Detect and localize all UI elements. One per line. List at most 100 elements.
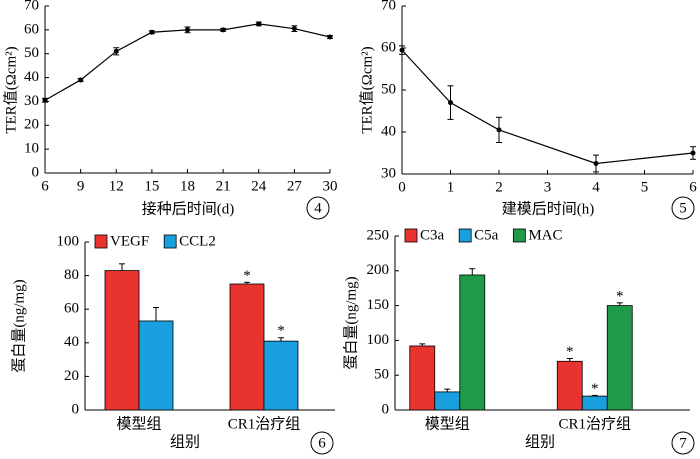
- x-axis-label: 组别: [525, 433, 555, 450]
- bar: [556, 360, 583, 411]
- panel-circle: [671, 196, 695, 220]
- point: [399, 47, 405, 53]
- x-tick-label: 27: [287, 178, 303, 194]
- legend-swatch: [458, 228, 472, 243]
- bar: [409, 345, 436, 411]
- significance-label: *: [591, 381, 599, 397]
- point: [113, 48, 119, 54]
- point: [448, 100, 453, 106]
- y-tick-label: 250: [367, 227, 390, 243]
- bar: [581, 395, 608, 411]
- x-tick-label: 1: [447, 179, 455, 195]
- x-tick-label: 6: [41, 178, 49, 194]
- y-tick-label: 100: [367, 332, 390, 348]
- y-tick-label: 0: [382, 401, 390, 417]
- x-tick-label: 30: [323, 178, 338, 194]
- point: [256, 21, 262, 27]
- y-tick-label: 100: [57, 233, 80, 249]
- y-tick-label: 80: [64, 267, 79, 283]
- y-tick-label: 20: [64, 368, 79, 384]
- legend-label: VEGF: [110, 233, 149, 249]
- y-tick-label: 150: [367, 297, 390, 313]
- y-tick-label: 40: [64, 334, 79, 350]
- y-tick-label: 30: [381, 165, 396, 181]
- bar: [138, 320, 174, 411]
- y-tick-label: 40: [381, 123, 396, 139]
- x-tick-label: 模型组: [116, 415, 161, 432]
- x-tick-label: 24: [251, 178, 267, 194]
- panel-circle: [310, 431, 334, 455]
- legend-label: MAC: [528, 227, 562, 243]
- y-tick-label: 60: [24, 21, 39, 37]
- x-tick-label: 0: [398, 179, 406, 195]
- point: [149, 29, 155, 35]
- x-tick-label: 12: [109, 178, 124, 194]
- x-axis-label: 建模后时间(h): [502, 200, 595, 217]
- x-tick-label: 3: [544, 179, 552, 195]
- y-axis-label: 蛋白量(ng/mg): [10, 279, 27, 372]
- point: [327, 34, 333, 40]
- x-tick-label: 9: [77, 178, 85, 194]
- legend-swatch: [94, 234, 108, 249]
- y-tick-label: 0: [72, 401, 80, 417]
- legend-swatch: [404, 228, 418, 243]
- bar: [459, 274, 486, 411]
- bar: [263, 340, 299, 411]
- x-tick-label: 6: [689, 179, 697, 195]
- y-tick-label: 50: [24, 45, 39, 61]
- significance-label: *: [243, 268, 251, 284]
- y-tick-label: 20: [24, 117, 39, 133]
- point: [593, 161, 599, 166]
- point: [291, 26, 297, 32]
- legend-label: C5a: [474, 227, 499, 243]
- x-tick-label: 4: [592, 179, 600, 195]
- y-axis-label: 蛋白量(ng/mg): [342, 276, 359, 369]
- x-tick-label: 模型组: [425, 415, 470, 432]
- y-tick-label: 70: [381, 0, 396, 13]
- bar: [104, 270, 140, 411]
- y-tick-label: 10: [24, 141, 39, 157]
- y-tick-label: 60: [381, 39, 396, 55]
- point: [496, 127, 502, 133]
- legend-label: CCL2: [179, 233, 216, 249]
- panel-label: 6: [318, 435, 326, 451]
- point: [690, 150, 696, 156]
- panel-circle: [306, 196, 330, 220]
- bar: [606, 305, 633, 411]
- y-tick-label: 70: [24, 0, 39, 13]
- x-axis-label: 组别: [170, 433, 200, 450]
- x-tick-label: CR1治疗组: [228, 415, 301, 432]
- legend-swatch: [512, 228, 526, 243]
- legend-label: C3a: [420, 227, 445, 243]
- y-tick-label: 50: [381, 81, 396, 97]
- y-tick-label: 40: [24, 69, 39, 85]
- x-axis-label: 接种后时间(d): [142, 200, 235, 217]
- y-axis-label: TER值(Ωcm²): [358, 46, 375, 133]
- point: [185, 27, 190, 33]
- panel-label: 4: [314, 200, 322, 216]
- bar: [229, 283, 265, 411]
- y-axis-label: TER值(Ωcm²): [2, 46, 19, 133]
- series-line: [44, 23, 331, 101]
- x-tick-label: CR1治疗组: [558, 415, 631, 432]
- y-tick-label: 30: [24, 93, 39, 109]
- significance-label: *: [277, 323, 285, 339]
- significance-label: *: [566, 344, 574, 360]
- x-tick-label: 2: [495, 179, 503, 195]
- point: [42, 97, 48, 103]
- y-tick-label: 200: [367, 262, 390, 278]
- x-tick-label: 15: [144, 178, 159, 194]
- significance-label: *: [616, 288, 624, 304]
- panel-label: 7: [679, 435, 687, 451]
- series-line: [401, 49, 694, 165]
- panel-circle: [671, 431, 695, 455]
- x-tick-label: 18: [180, 178, 195, 194]
- bar: [434, 391, 461, 411]
- y-tick-label: 50: [374, 367, 389, 383]
- y-tick-label: 0: [32, 164, 40, 180]
- point: [78, 77, 84, 83]
- legend-swatch: [163, 234, 177, 249]
- x-tick-label: 21: [216, 178, 231, 194]
- x-tick-label: 5: [641, 179, 649, 195]
